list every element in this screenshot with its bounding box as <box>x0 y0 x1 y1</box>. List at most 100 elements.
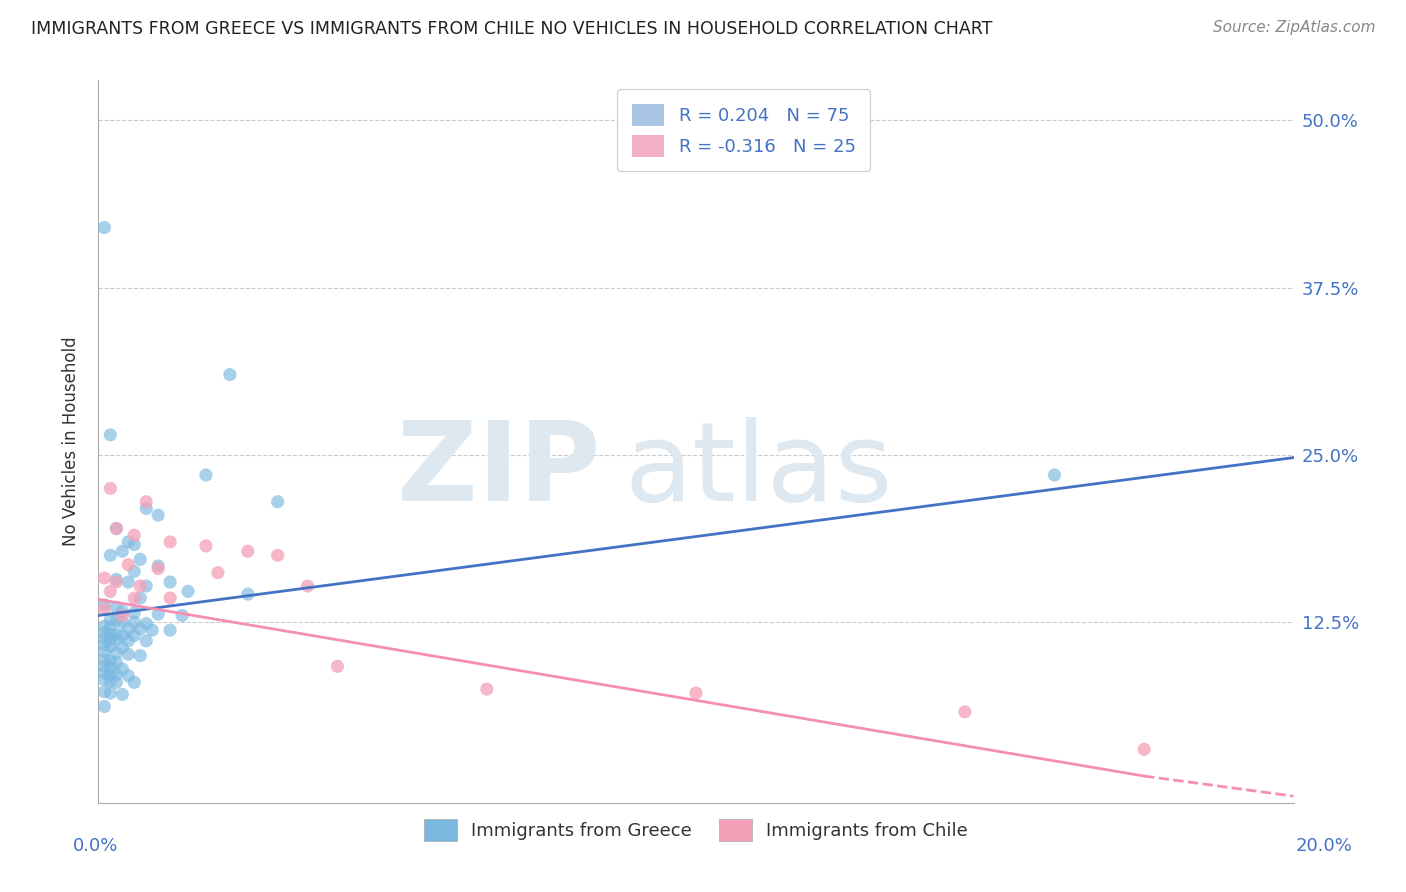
Point <box>98 667 122 681</box>
Point <box>117 575 139 590</box>
Point <box>159 591 181 606</box>
Point <box>135 494 157 508</box>
Point <box>124 591 146 606</box>
Point <box>98 548 122 563</box>
Point <box>111 544 134 558</box>
Point <box>105 667 128 681</box>
Point <box>105 627 128 641</box>
Point <box>105 521 128 535</box>
Point <box>129 622 152 636</box>
Point <box>124 537 146 551</box>
Point <box>117 622 139 636</box>
Point <box>124 628 146 642</box>
Point <box>105 675 128 690</box>
Point <box>98 639 122 653</box>
Text: IMMIGRANTS FROM GREECE VS IMMIGRANTS FROM CHILE NO VEHICLES IN HOUSEHOLD CORRELA: IMMIGRANTS FROM GREECE VS IMMIGRANTS FRO… <box>31 20 993 37</box>
Point <box>111 662 134 676</box>
Point <box>135 501 157 516</box>
Text: 0.0%: 0.0% <box>73 837 118 855</box>
Point <box>93 644 115 658</box>
Point <box>135 633 157 648</box>
Point <box>148 562 170 576</box>
Point <box>219 368 242 382</box>
Point <box>93 685 115 699</box>
Point <box>111 605 134 619</box>
Point <box>98 632 122 647</box>
Point <box>124 675 146 690</box>
Point <box>953 705 976 719</box>
Point <box>135 616 157 631</box>
Point <box>159 535 181 549</box>
Point <box>117 535 139 549</box>
Point <box>129 552 152 566</box>
Point <box>159 575 181 590</box>
Point <box>93 220 115 235</box>
Point <box>93 598 115 612</box>
Point <box>93 571 115 585</box>
Point <box>124 528 146 542</box>
Point <box>172 608 194 623</box>
Text: atlas: atlas <box>624 417 893 524</box>
Point <box>124 606 146 620</box>
Point <box>98 428 122 442</box>
Point <box>105 573 128 587</box>
Point <box>1133 742 1156 756</box>
Point <box>93 653 115 667</box>
Point <box>93 699 115 714</box>
Point <box>177 584 200 599</box>
Y-axis label: No Vehicles in Household: No Vehicles in Household <box>62 336 80 547</box>
Point <box>98 621 122 635</box>
Point <box>236 587 259 601</box>
Text: ZIP: ZIP <box>396 417 600 524</box>
Point <box>267 548 290 563</box>
Point <box>148 558 170 574</box>
Point <box>159 623 181 637</box>
Point <box>111 640 134 655</box>
Point <box>475 682 498 697</box>
Point <box>111 615 134 630</box>
Point <box>98 686 122 700</box>
Point <box>267 494 290 508</box>
Point <box>111 628 134 642</box>
Point <box>98 627 122 641</box>
Point <box>105 614 128 628</box>
Point <box>236 544 259 558</box>
Point <box>105 521 128 535</box>
Point <box>105 646 128 660</box>
Point <box>195 539 218 553</box>
Point <box>98 613 122 627</box>
Point <box>93 602 115 616</box>
Point <box>117 558 139 572</box>
Point <box>124 565 146 579</box>
Point <box>117 669 139 683</box>
Point <box>93 673 115 687</box>
Point <box>93 659 115 673</box>
Point <box>93 632 115 646</box>
Point <box>105 575 128 590</box>
Point <box>111 608 134 623</box>
Point <box>195 467 218 482</box>
Point <box>98 660 122 675</box>
Point <box>93 665 115 681</box>
Point <box>129 648 152 663</box>
Point <box>117 633 139 648</box>
Point <box>93 619 115 633</box>
Point <box>207 566 229 580</box>
Text: 20.0%: 20.0% <box>1296 837 1353 855</box>
Point <box>93 638 115 652</box>
Point <box>117 648 139 662</box>
Point <box>98 654 122 668</box>
Point <box>685 686 707 700</box>
Point <box>148 508 170 523</box>
Point <box>98 482 122 496</box>
Point <box>98 674 122 689</box>
Point <box>129 579 152 593</box>
Point <box>124 615 146 630</box>
Point <box>98 584 122 599</box>
Point <box>105 655 128 669</box>
Point <box>148 607 170 621</box>
Legend: Immigrants from Greece, Immigrants from Chile: Immigrants from Greece, Immigrants from … <box>418 812 974 848</box>
Point <box>129 591 152 606</box>
Point <box>93 626 115 640</box>
Point <box>326 659 349 673</box>
